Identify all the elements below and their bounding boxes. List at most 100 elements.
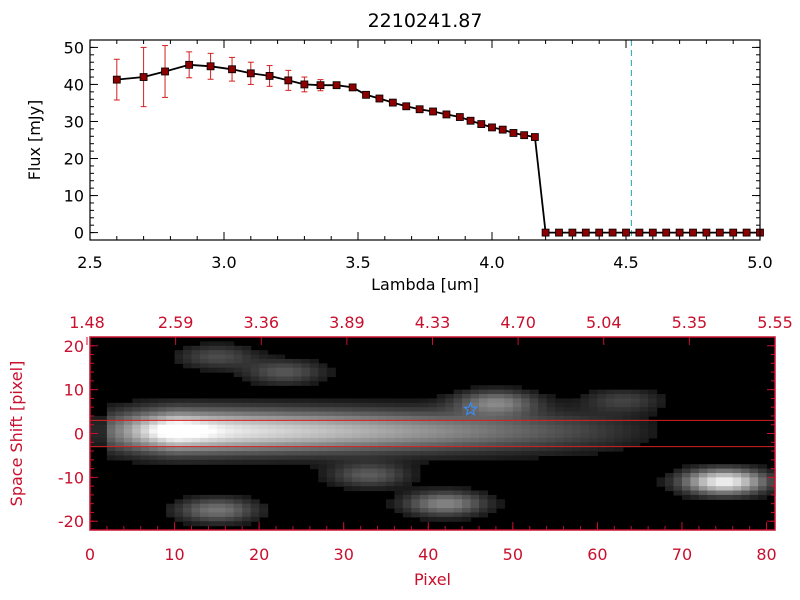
image-pixel [639,398,649,404]
image-pixel [402,486,412,492]
image-pixel [292,455,303,461]
image-pixel [605,442,615,448]
image-pixel [208,420,218,426]
image-pixel [419,516,429,522]
image-pixel [208,442,218,448]
image-pixel [377,442,387,448]
data-point [488,123,496,132]
image-pixel [588,442,599,448]
image-pixel [411,472,421,478]
image-pixel [462,499,472,505]
image-pixel [199,499,209,505]
x-tick-label: 4.0 [479,253,504,272]
image-pixel [563,415,573,421]
image-pixel [631,433,641,439]
image-pixel [301,380,311,386]
image-pixel [758,494,768,500]
image-pixel [191,446,201,452]
image-pixel [318,455,328,461]
image-pixel [343,464,353,470]
image-pixel [394,424,404,430]
image-pixel [318,459,328,465]
image-pixel [614,394,624,400]
image-pixel [242,411,252,417]
image-pixel [512,394,522,400]
image-pixel [436,415,446,421]
image-pixel [428,499,438,505]
image-pixel [445,516,455,522]
image-pixel [377,411,387,417]
image-pixel [276,442,286,448]
image-pixel [580,402,590,408]
image-pixel [512,415,522,421]
image-pixel [301,437,311,443]
image-pixel [639,407,649,413]
image-pixel [428,402,438,408]
image-pixel [563,442,573,448]
image-pixel [538,442,548,448]
image-pixel [428,455,438,461]
image-pixel [588,402,599,408]
image-pixel [208,350,218,356]
image-pixel [394,477,404,483]
image-pixel [462,389,472,395]
image-pixel [276,372,286,378]
image-pixel [343,398,353,404]
image-pixel [479,429,489,435]
image-pixel [605,398,615,404]
image-pixel [419,486,429,492]
image-pixel [538,415,548,421]
image-pixel [191,358,201,364]
image-pixel [385,398,396,404]
image-pixel [479,394,489,400]
image-pixel [183,398,193,404]
image-pixel [521,415,531,421]
image-pixel [115,411,125,417]
image-pixel [648,394,658,400]
image-pixel [707,494,717,500]
image-pixel [309,459,319,465]
image-pixel [605,402,615,408]
image-pixel [428,437,438,443]
image-pixel [445,508,455,514]
image-pixel [402,407,412,413]
image-pixel [140,420,150,426]
image-pixel [309,367,319,373]
image-pixel [402,477,412,483]
image-pixel [267,367,277,373]
x-tick-label: 4.5 [613,253,638,272]
image-pixel [326,420,336,426]
image-pixel [259,350,269,356]
image-pixel [681,494,692,500]
image-pixel [402,499,412,505]
image-pixel [385,420,396,426]
image-pixel [225,442,235,448]
image-pixel [605,411,615,417]
image-pixel [411,407,421,413]
image-pixel [546,433,556,439]
image-pixel [724,464,734,470]
image-pixel [665,477,675,483]
image-pixel [242,437,252,443]
image-pixel [495,411,505,417]
image-pixel [123,407,133,413]
image-pixel [284,420,294,426]
image-pixel [242,459,252,465]
x-tick-label: 60 [587,545,607,564]
image-pixel [132,433,142,439]
image-pixel [673,490,683,496]
image-pixel [301,398,311,404]
image-pixel [284,367,294,373]
image-pixel [208,407,218,413]
image-pixel [453,433,463,439]
image-pixel [479,411,489,417]
image-pixel [436,490,446,496]
image-pixel [546,446,556,452]
image-pixel [428,433,438,439]
image-pixel [521,424,531,430]
image-pixel [521,437,531,443]
image-pixel [563,429,573,435]
image-pixel [428,494,438,500]
image-pixel [521,455,531,461]
